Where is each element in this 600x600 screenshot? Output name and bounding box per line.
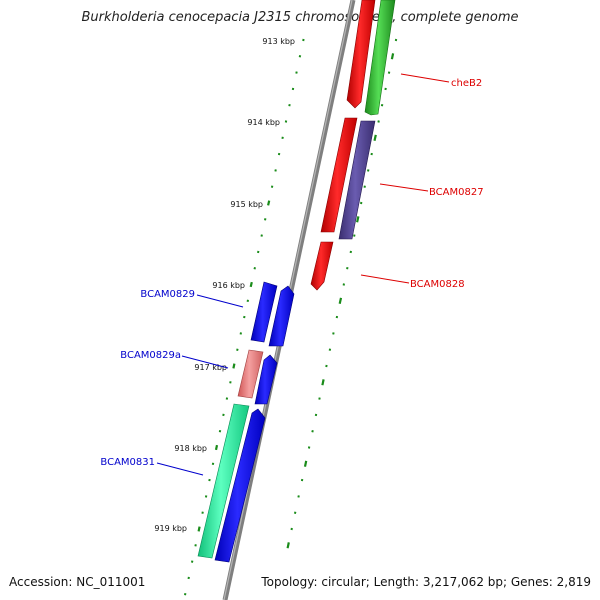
callout-line-BCAM0829a <box>181 355 229 369</box>
tick-mark <box>356 216 360 223</box>
tick-mark <box>390 53 395 60</box>
tick-label: 915 kbp <box>230 200 263 209</box>
tick-mark <box>222 413 225 417</box>
gene-arrow[interactable] <box>320 117 358 233</box>
accession-text: Accession: NC_011001 <box>9 575 146 589</box>
gene-arrow[interactable] <box>237 349 264 399</box>
tick-mark <box>249 281 253 288</box>
tick-mark <box>311 429 314 433</box>
gene-green-outer[interactable] <box>364 0 396 116</box>
tick-label: 919 kbp <box>154 524 187 533</box>
callout-line-BCAM0827 <box>379 183 429 192</box>
gene-BCAM0827[interactable] <box>338 120 376 240</box>
genome-summary-text: Topology: circular; Length: 3,217,062 bp… <box>261 575 591 589</box>
gene-arrow[interactable] <box>310 241 334 291</box>
tick-mark <box>321 379 325 386</box>
gene-arrow[interactable] <box>250 281 278 343</box>
gene-label-BCAM0829a[interactable]: BCAM0829a <box>120 350 181 361</box>
tick-mark <box>293 511 297 514</box>
gene-BCAM0831[interactable] <box>197 403 266 563</box>
gene-arrow[interactable] <box>214 408 266 563</box>
gene-BCAM0828[interactable] <box>310 241 334 291</box>
gene-arrow[interactable] <box>364 0 396 116</box>
callout-line-BCAM0829 <box>196 294 244 308</box>
tick-mark <box>197 526 201 532</box>
tick-mark <box>253 266 256 270</box>
gene-BCAM0827-red[interactable] <box>320 117 358 233</box>
tick-mark <box>338 297 343 304</box>
gene-arrow[interactable] <box>197 403 250 559</box>
callout-line-BCAM0828 <box>360 274 410 284</box>
tick-mark <box>236 348 239 351</box>
gene-cheB2[interactable] <box>346 0 376 109</box>
gene-arrow[interactable] <box>268 285 295 347</box>
gene-label-BCAM0828[interactable]: BCAM0828 <box>410 279 465 290</box>
tick-label: 918 kbp <box>174 444 207 453</box>
gene-label-cheB2[interactable]: cheB2 <box>451 78 482 89</box>
tick-mark <box>286 542 290 549</box>
tick-mark <box>232 363 236 369</box>
tick-mark <box>387 71 391 74</box>
inner-tick-ruler <box>184 38 305 596</box>
outer-tick-ruler <box>286 38 398 549</box>
tick-mark <box>325 364 328 368</box>
tick-label: 913 kbp <box>262 37 295 46</box>
tick-label: 916 kbp <box>212 281 245 290</box>
tick-labels: 913 kbp 914 kbp 915 kbp 916 kbp 917 kbp … <box>154 37 295 533</box>
gene-labels: cheB2 BCAM0827 BCAM0828 BCAM0829 BCAM082… <box>100 78 483 468</box>
tick-mark <box>190 560 194 563</box>
gene-BCAM0829a[interactable] <box>237 349 278 405</box>
map-title: Burkholderia cenocepacia J2315 chromosom… <box>81 10 519 25</box>
tick-mark <box>303 460 308 467</box>
callout-line-BCAM0831 <box>156 462 204 476</box>
tick-mark <box>298 55 302 58</box>
gene-arrow[interactable] <box>338 120 376 240</box>
gene-BCAM0829[interactable] <box>250 281 295 347</box>
tick-label: 914 kbp <box>247 118 280 127</box>
gene-label-BCAM0829[interactable]: BCAM0829 <box>140 289 195 300</box>
gene-label-BCAM0827[interactable]: BCAM0827 <box>429 187 484 198</box>
tick-label: 917 kbp <box>194 363 227 372</box>
callout-lines <box>156 73 450 476</box>
gene-arrow[interactable] <box>254 354 278 405</box>
callout-line-cheB2 <box>400 73 450 83</box>
tick-mark <box>214 444 219 451</box>
tick-mark <box>373 134 377 141</box>
tick-mark <box>267 200 271 206</box>
gene-arrow[interactable] <box>346 0 376 109</box>
gene-label-BCAM0831[interactable]: BCAM0831 <box>100 457 155 468</box>
